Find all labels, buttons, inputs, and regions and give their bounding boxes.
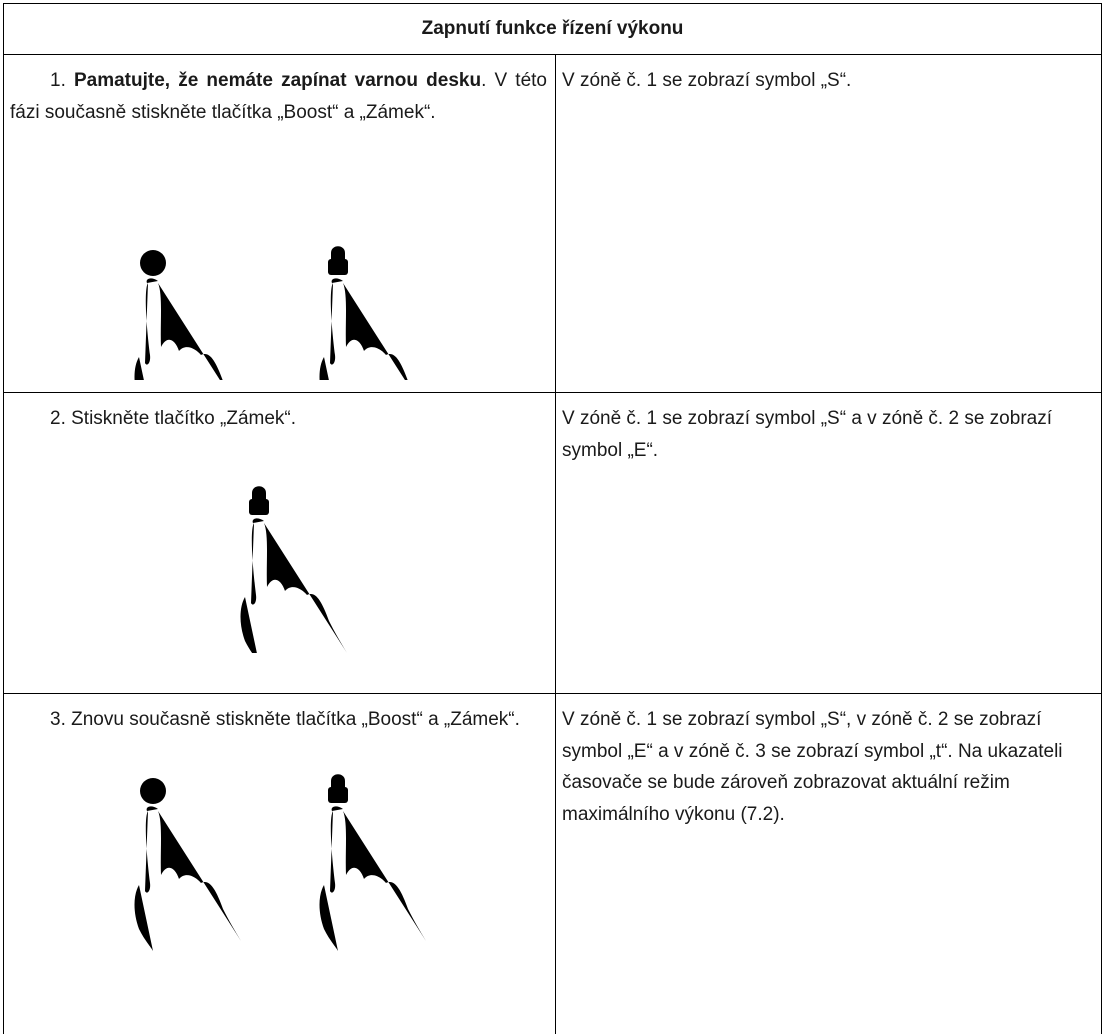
- instruction: 3. Znovu současně stiskněte tlačítka „Bo…: [50, 709, 520, 730]
- illustration: [4, 771, 556, 971]
- lock-icon: [320, 246, 427, 380]
- header-row: Zapnutí funkce řízení výkonu: [2, 3, 1103, 55]
- left-cell: 1. Pamatujte, že nemáte zapínat varnou d…: [3, 54, 556, 393]
- table: Zapnutí funkce řízení výkonu 1. Pamatujt…: [2, 3, 1103, 1034]
- table-title: Zapnutí funkce řízení výkonu: [2, 3, 1103, 55]
- right-cell: V zóně č. 1 se zobrazí symbol „S“ a v zó…: [554, 392, 1103, 694]
- text: . V této fázi současně stiskněte tlačítk…: [10, 70, 547, 123]
- right-cell: V zóně č. 1 se zobrazí symbol „S“.: [554, 54, 1103, 393]
- lock-icon: [320, 774, 427, 951]
- illustration: [4, 180, 556, 380]
- left-cell: 3. Znovu současně stiskněte tlačítka „Bo…: [3, 693, 556, 1034]
- row: 2. Stiskněte tlačítko „Zámek“. V zóně č.…: [3, 392, 1103, 694]
- instruction: 1. Pamatujte, že nemáte zapínat varnou d…: [10, 65, 547, 128]
- text: 1.: [50, 70, 74, 91]
- row: 1. Pamatujte, že nemáte zapínat varnou d…: [3, 54, 1103, 393]
- right-cell: V zóně č. 1 se zobrazí symbol „S“, v zón…: [554, 693, 1103, 1034]
- bold-text: Pamatujte, že nemáte zapínat varnou desk…: [73, 70, 482, 91]
- lock-icon: [241, 486, 348, 653]
- boost-icon: [135, 778, 242, 951]
- row: 3. Znovu současně stiskněte tlačítka „Bo…: [3, 693, 1103, 1034]
- boost-icon: [135, 250, 242, 380]
- illustration: [4, 453, 556, 653]
- instruction: 2. Stiskněte tlačítko „Zámek“.: [50, 408, 297, 429]
- left-cell: 2. Stiskněte tlačítko „Zámek“.: [3, 392, 556, 694]
